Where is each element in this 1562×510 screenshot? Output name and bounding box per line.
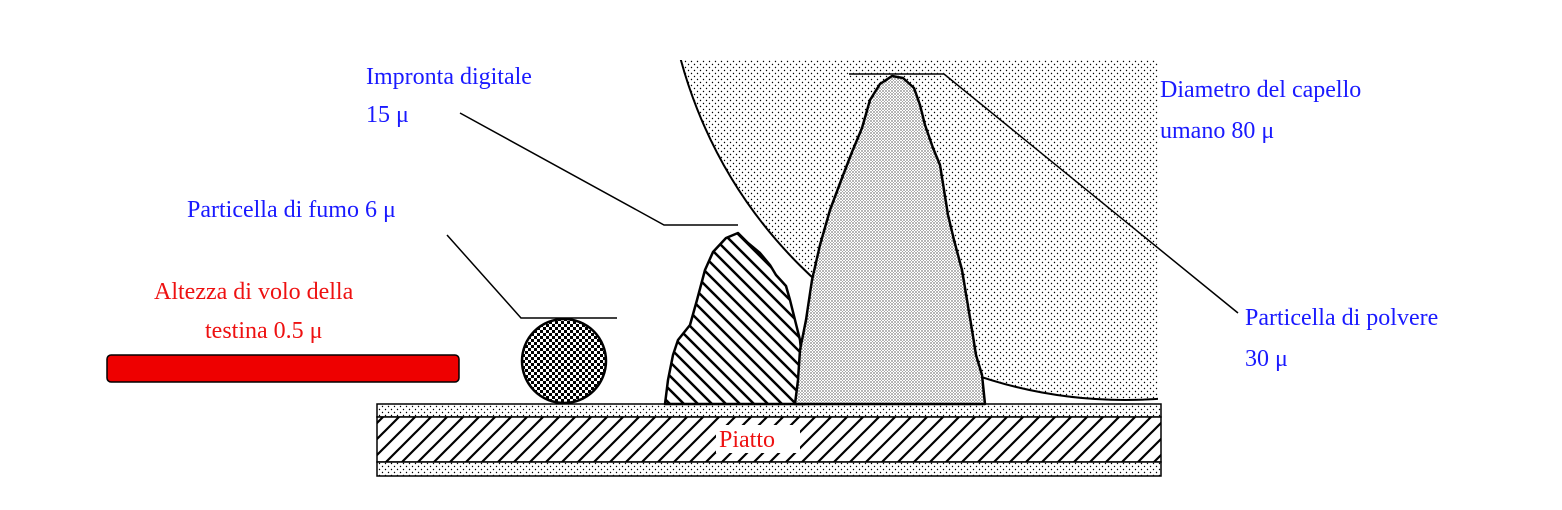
smoke-leader [446,234,617,319]
label-head-height-size: testina 0.5 μ [205,318,323,344]
read-write-head [106,354,460,383]
label-fingerprint: Impronta digitale 15 μ [366,64,532,128]
hair-right-mask [1158,55,1562,405]
label-hair-name: Diametro del capello [1160,77,1361,103]
label-platter-name: Piatto [719,427,775,453]
label-fingerprint-size: 15 μ [366,102,409,128]
dust-leader [849,73,1239,314]
platter-bottom-coating [376,461,1162,477]
label-head-height-name: Altezza di volo della [154,279,354,305]
label-platter: Piatto [716,425,800,453]
label-smoke: Particella di fumo 6 μ [187,197,396,223]
fingerprint-leader [459,112,738,226]
label-hair-size: umano 80 μ [1160,118,1274,144]
fingerprint-particle [663,231,807,406]
label-dust-name: Particella di polvere [1245,305,1438,331]
label-dust-size: 30 μ [1245,346,1288,372]
platter-label-background [716,425,800,453]
label-head-height: Altezza di volo della testina 0.5 μ [154,279,354,344]
label-fingerprint-name: Impronta digitale [366,64,532,90]
dust-particle [793,74,987,406]
platter-top-coating [376,403,1162,418]
label-dust: Particella di polvere 30 μ [1245,305,1438,372]
leader-lines [446,73,1239,319]
label-hair: Diametro del capello umano 80 μ [1160,77,1361,144]
smoke-particle [520,317,608,405]
label-smoke-name: Particella di fumo 6 μ [187,197,396,223]
